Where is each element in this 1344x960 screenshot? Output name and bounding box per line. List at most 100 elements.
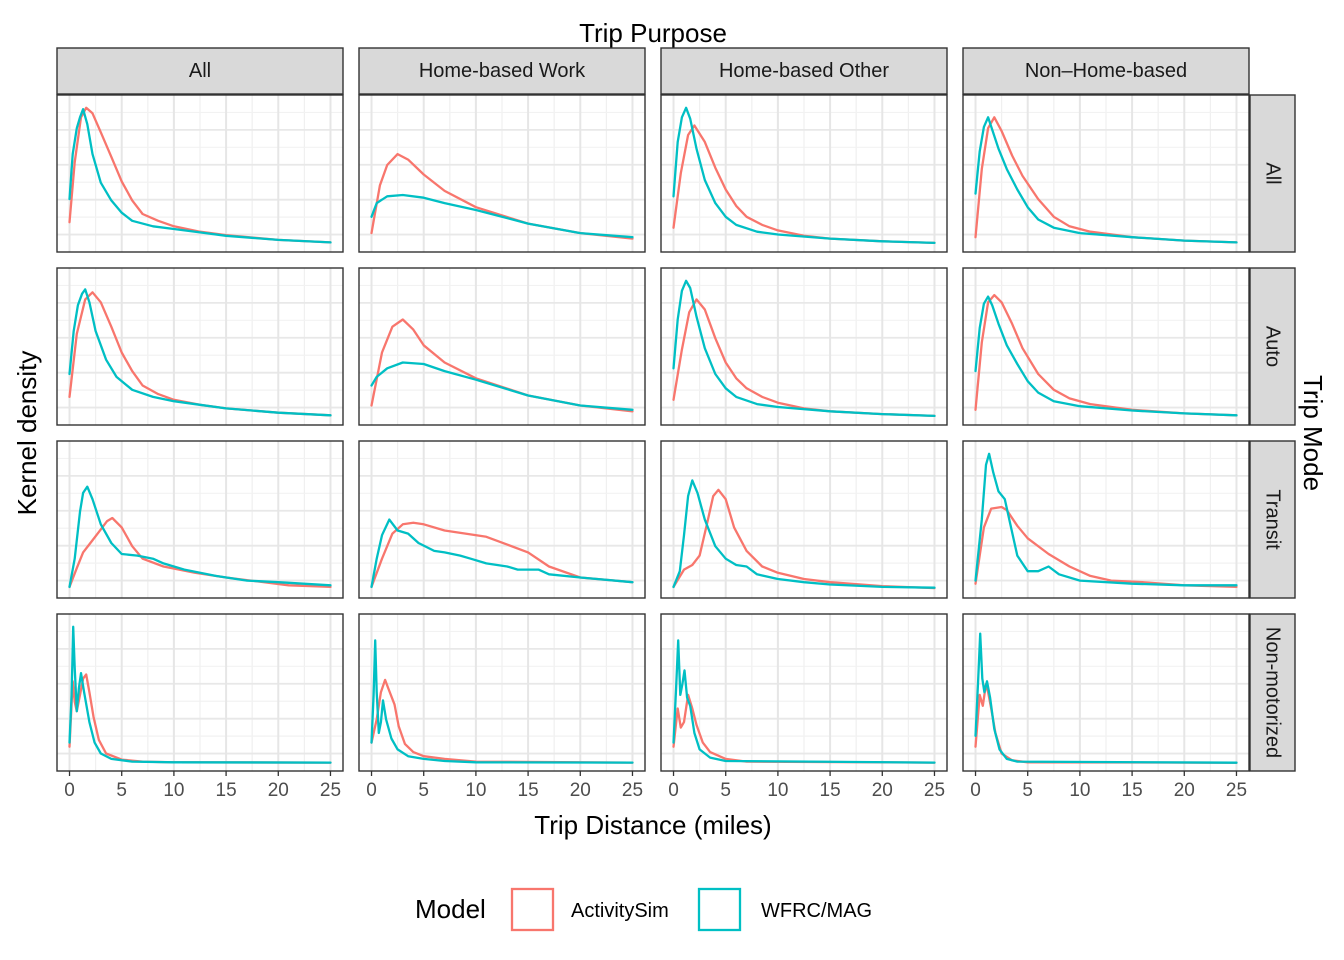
x-tick-label: 0 [668,780,679,801]
row-facet-strips: All Auto Transit Non-motorized [1249,94,1296,772]
row-strip-auto: Auto [1249,267,1296,426]
row-strip-background [1249,94,1296,253]
series-line-activitysim [672,488,936,590]
legend-key [510,887,555,932]
series-line-wfrc-mag [370,639,634,764]
series-line-wfrc-mag [672,639,936,764]
x-tick-label: 25 [622,780,643,801]
panel-border [660,267,948,426]
panel-auto-non-home-based [962,267,1250,426]
panel-transit-home-based-other [660,440,948,599]
column-strip-label: Home-based Other [719,60,889,82]
x-tick-label: 25 [320,780,341,801]
panel-transit-non-home-based [962,440,1250,599]
panel-border [56,267,344,426]
row-strip-label: Transit [1262,489,1284,550]
x-axis-label: Trip Distance (miles) [534,810,771,840]
x-tick-label: 25 [1226,780,1247,801]
x-tick-label: 20 [268,780,289,801]
x-tick-label: 15 [518,780,539,801]
panel-border [358,94,646,253]
column-strip-background [56,47,344,95]
panel-auto-home-based-work [358,267,646,426]
row-strip-label: Non-motorized [1262,627,1284,758]
column-strip-home-based-other: Home-based Other [660,47,948,95]
panel-non-motorized-all: 0 5 10 15 20 25 [56,613,344,801]
panel-border [962,267,1250,426]
x-tick-label: 5 [418,780,429,801]
column-strip-label: Non–Home-based [1025,60,1187,82]
panel-border [962,94,1250,253]
series-line-wfrc-mag [672,279,936,418]
row-strip-transit: Transit [1249,440,1296,599]
panel-border [56,440,344,599]
series-line-wfrc-mag [672,479,936,589]
facet-panels: 0 5 10 15 20 25 0 5 10 15 20 25 0 5 10 15 20 25 0 5 10 15 20 25 [56,94,1250,801]
row-strip-background [1249,440,1296,599]
panel-border [358,613,646,772]
column-strip-background [358,47,646,95]
x-tick-label: 25 [924,780,945,801]
row-strip-all: All [1249,94,1296,253]
panel-all-non-home-based [962,94,1250,253]
legend-item-wfrc-mag: WFRC/MAG [697,887,872,932]
panel-transit-all [56,440,344,599]
x-tick-label: 20 [570,780,591,801]
panel-border [962,613,1250,772]
x-tick-label: 10 [465,780,486,801]
series-line-wfrc-mag [974,452,1238,587]
panel-transit-home-based-work [358,440,646,599]
panel-all-all [56,94,344,253]
x-tick-label: 0 [64,780,75,801]
column-strip-label: All [189,60,211,82]
panel-border [660,440,948,599]
x-tick-label: 15 [1122,780,1143,801]
x-tick-label: 20 [1174,780,1195,801]
y-axis-label: Kernel density [12,351,42,516]
series-line-wfrc-mag [68,288,332,417]
x-tick-label: 10 [163,780,184,801]
series-line-wfrc-mag [370,518,634,589]
row-facet-title: Trip Mode [1298,375,1328,491]
series-line-wfrc-mag [370,361,634,411]
legend-label: ActivitySim [571,900,669,922]
series-line-wfrc-mag [68,485,332,589]
x-tick-label: 10 [767,780,788,801]
series-line-activitysim [672,693,936,764]
x-tick-label: 10 [1069,780,1090,801]
series-line-activitysim [370,678,634,764]
panel-border [962,440,1250,599]
legend-item-activitysim: ActivitySim [510,887,669,932]
column-strip-label: Home-based Work [419,60,586,82]
series-line-activitysim [974,505,1238,589]
legend: Model ActivitySim WFRC/MAG [415,887,872,932]
panel-all-home-based-work [358,94,646,253]
series-line-wfrc-mag [974,295,1238,417]
series-line-wfrc-mag [974,116,1238,244]
panel-all-home-based-other [660,94,948,253]
series-line-wfrc-mag [68,108,332,244]
legend-title: Model [415,894,486,924]
series-line-wfrc-mag [68,625,332,764]
panel-border [56,613,344,772]
row-strip-background [1249,267,1296,426]
panel-non-motorized-home-based-other: 0 5 10 15 20 25 [660,613,948,801]
x-tick-label: 15 [820,780,841,801]
row-strip-label: All [1262,162,1284,184]
series-line-wfrc-mag [672,106,936,245]
series-line-activitysim [370,521,634,589]
panel-auto-home-based-other [660,267,948,426]
column-strip-non-home-based: Non–Home-based [962,47,1250,95]
x-tick-label: 20 [872,780,893,801]
series-line-wfrc-mag [974,632,1238,764]
column-strip-all: All [56,47,344,95]
row-strip-non-motorized: Non-motorized [1249,613,1296,772]
x-tick-label: 0 [366,780,377,801]
legend-key [697,887,742,932]
x-tick-label: 15 [216,780,237,801]
panel-border [660,94,948,253]
x-tick-label: 5 [720,780,731,801]
column-strip-background [660,47,948,95]
panel-non-motorized-home-based-work: 0 5 10 15 20 25 [358,613,646,801]
